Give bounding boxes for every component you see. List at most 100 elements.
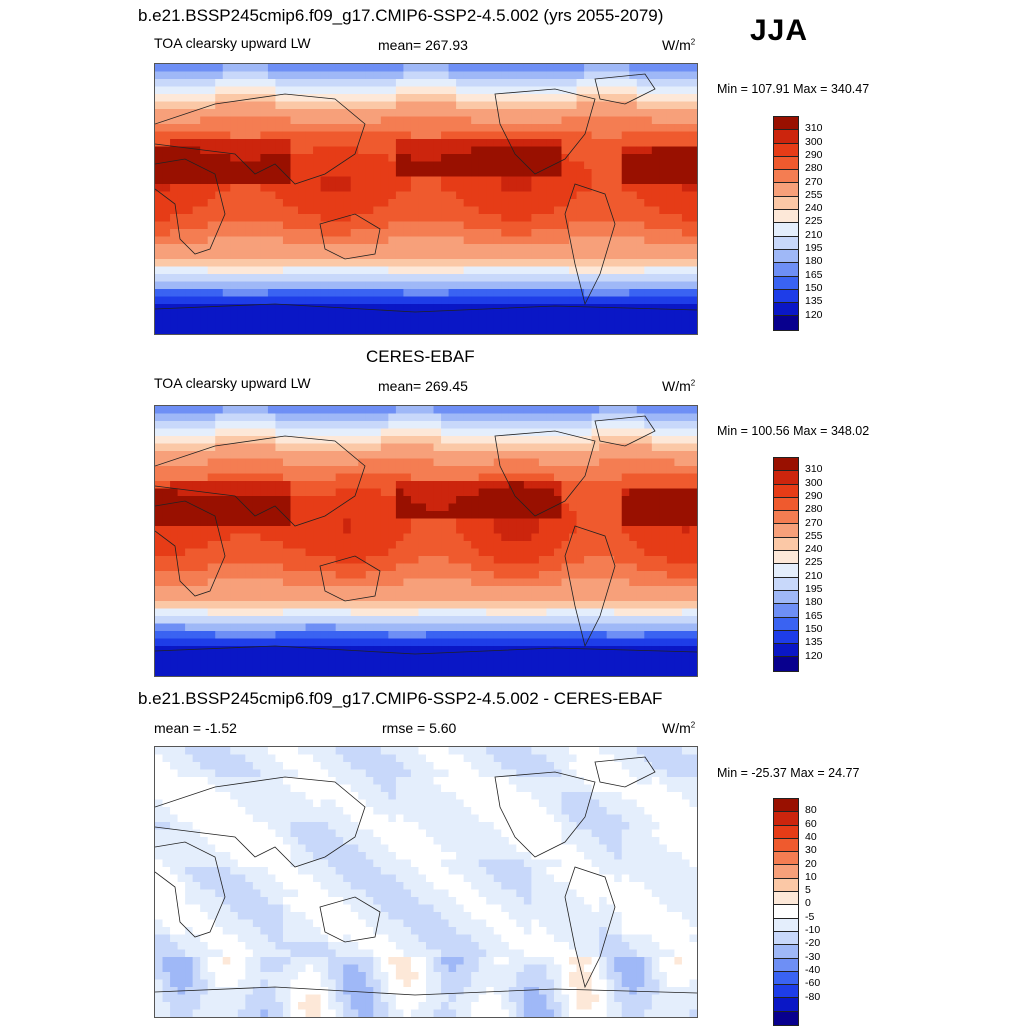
map-grid-cell: [622, 571, 630, 579]
map-grid-cell: [562, 459, 570, 467]
map-grid-cell: [418, 519, 426, 527]
map-grid-cell: [629, 594, 637, 602]
map-grid-cell: [569, 244, 577, 252]
map-grid-cell: [456, 79, 464, 87]
map-grid-cell: [403, 609, 411, 617]
map-grid-cell: [351, 184, 359, 192]
map-grid-cell: [667, 504, 675, 512]
map-grid-cell: [659, 564, 667, 572]
map-grid-cell: [622, 64, 630, 72]
map-grid-cell: [343, 222, 351, 230]
map-grid-cell: [291, 489, 299, 497]
map-grid-cell: [652, 124, 660, 132]
map-grid-cell: [524, 504, 532, 512]
map-grid-cell: [629, 631, 637, 639]
map-grid-cell: [306, 436, 314, 444]
map-grid-cell: [283, 526, 291, 534]
map-grid-cell: [343, 117, 351, 125]
map-grid-cell: [260, 556, 268, 564]
map-grid-cell: [351, 586, 359, 594]
map-grid-cell: [486, 207, 494, 215]
map-grid-cell: [599, 297, 607, 305]
map-grid-cell: [411, 177, 419, 185]
map-grid-cell: [298, 289, 306, 297]
map-grid-cell: [388, 124, 396, 132]
map-grid-cell: [306, 154, 314, 162]
map-grid-cell: [268, 549, 276, 557]
map-grid-cell: [178, 631, 186, 639]
map-grid-cell: [275, 124, 283, 132]
map-grid-cell: [501, 64, 509, 72]
panel-2-minmax: Min = 100.56 Max = 348.02: [717, 424, 869, 438]
map-grid-cell: [539, 631, 547, 639]
map-grid-cell: [178, 406, 186, 414]
map-grid-cell: [637, 444, 645, 452]
map-grid-cell: [516, 534, 524, 542]
map-grid-cell: [456, 571, 464, 579]
map-grid-cell: [306, 579, 314, 587]
map-grid-cell: [223, 474, 231, 482]
map-grid-cell: [351, 601, 359, 609]
map-grid-cell: [275, 214, 283, 222]
map-grid-cell: [494, 549, 502, 557]
map-grid-cell: [629, 184, 637, 192]
map-grid-cell: [170, 72, 178, 80]
map-grid-cell: [464, 534, 472, 542]
map-grid-cell: [403, 192, 411, 200]
map-grid-cell: [449, 244, 457, 252]
map-grid-cell: [471, 177, 479, 185]
map-grid-cell: [584, 594, 592, 602]
map-grid-cell: [170, 282, 178, 290]
map-grid-cell: [418, 259, 426, 267]
map-grid-cell: [238, 459, 246, 467]
map-grid-cell: [546, 109, 554, 117]
map-grid-cell: [343, 199, 351, 207]
map-grid-cell: [245, 631, 253, 639]
map-grid-cell: [403, 297, 411, 305]
map-grid-cell: [592, 297, 600, 305]
map-grid-cell: [607, 414, 615, 422]
map-grid-cell: [509, 87, 517, 95]
map-grid-cell: [426, 102, 434, 110]
map-grid-cell: [449, 556, 457, 564]
map-grid-cell: [336, 109, 344, 117]
map-grid-cell: [464, 414, 472, 422]
map-grid-cell: [230, 259, 238, 267]
map-grid-cell: [434, 252, 442, 260]
map-grid-cell: [614, 414, 622, 422]
map-grid-cell: [622, 199, 630, 207]
map-grid-cell: [494, 139, 502, 147]
map-grid-cell: [321, 609, 329, 617]
map-grid-cell: [554, 169, 562, 177]
colorbar-swatch: [774, 223, 798, 236]
map-grid-cell: [193, 579, 201, 587]
map-grid-cell: [185, 639, 193, 647]
map-grid-cell: [343, 616, 351, 624]
map-grid-cell: [554, 214, 562, 222]
map-grid-cell: [200, 109, 208, 117]
map-grid-cell: [479, 124, 487, 132]
map-grid-cell: [479, 504, 487, 512]
map-grid-cell: [546, 147, 554, 155]
map-grid-cell: [584, 511, 592, 519]
map-grid-cell: [185, 436, 193, 444]
map-grid-cell: [418, 252, 426, 260]
map-grid-cell: [336, 489, 344, 497]
map-grid-cell: [388, 436, 396, 444]
map-grid-cell: [471, 297, 479, 305]
map-grid-cell: [283, 267, 291, 275]
map-grid-cell: [411, 459, 419, 467]
map-grid-cell: [501, 541, 509, 549]
map-grid-cell: [193, 327, 201, 335]
map-grid-cell: [321, 556, 329, 564]
map-grid-cell: [200, 519, 208, 527]
map-grid-cell: [554, 466, 562, 474]
map-grid-cell: [562, 624, 570, 632]
map-grid-cell: [426, 237, 434, 245]
map-grid-cell: [328, 511, 336, 519]
map-grid-cell: [652, 72, 660, 80]
map-grid-cell: [215, 267, 223, 275]
map-grid-cell: [584, 327, 592, 335]
map-grid-cell: [599, 616, 607, 624]
map-grid-cell: [652, 541, 660, 549]
